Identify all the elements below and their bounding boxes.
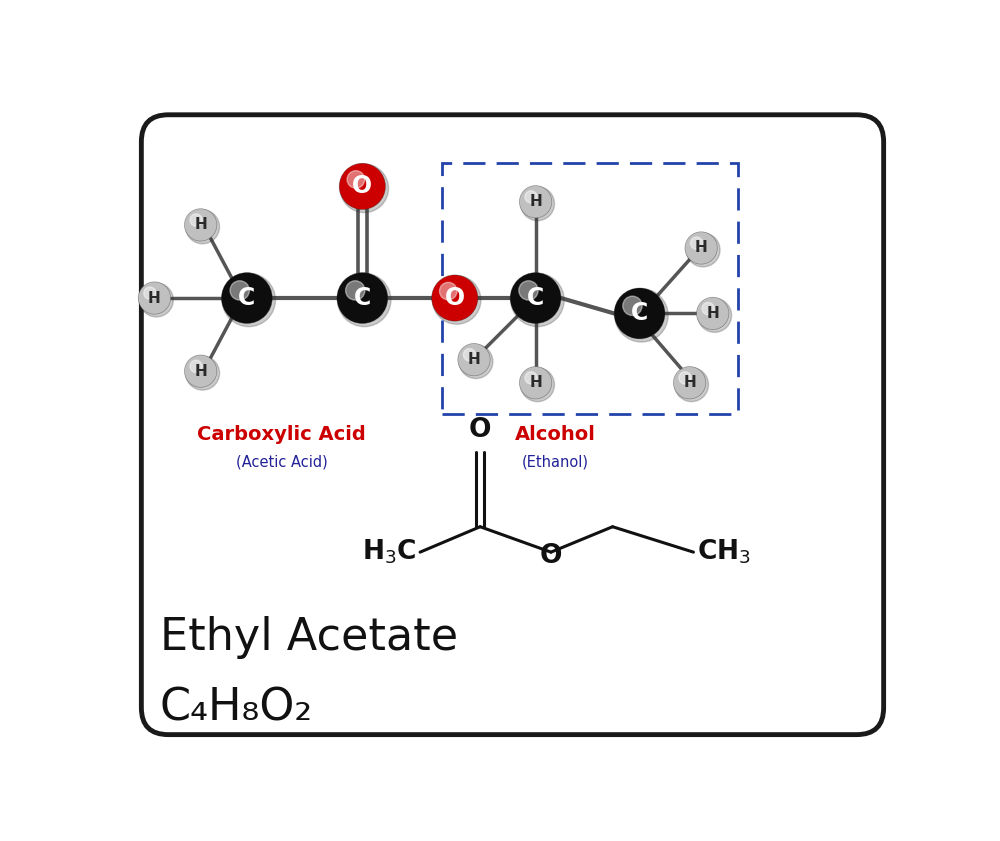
- Circle shape: [432, 275, 478, 321]
- Circle shape: [221, 272, 272, 324]
- Circle shape: [184, 355, 217, 388]
- Circle shape: [519, 367, 552, 399]
- Text: Ethyl Acetate: Ethyl Acetate: [160, 616, 458, 659]
- Circle shape: [222, 273, 275, 326]
- Circle shape: [459, 345, 493, 378]
- Circle shape: [623, 296, 642, 315]
- Text: O: O: [469, 417, 491, 443]
- FancyBboxPatch shape: [141, 114, 884, 735]
- Circle shape: [186, 356, 220, 390]
- Circle shape: [186, 210, 220, 244]
- Circle shape: [184, 209, 217, 241]
- Circle shape: [614, 288, 665, 339]
- Text: CH$_3$: CH$_3$: [697, 538, 751, 566]
- Circle shape: [440, 283, 457, 300]
- Circle shape: [521, 187, 555, 220]
- Text: O: O: [352, 174, 372, 198]
- Text: H: H: [194, 217, 207, 232]
- Text: Alcohol: Alcohol: [514, 425, 595, 444]
- Text: H: H: [148, 290, 161, 305]
- Circle shape: [347, 171, 365, 188]
- Text: H: H: [468, 352, 480, 368]
- Circle shape: [690, 237, 703, 249]
- Circle shape: [144, 287, 156, 299]
- Circle shape: [702, 303, 714, 315]
- Circle shape: [339, 163, 385, 209]
- Circle shape: [698, 299, 732, 332]
- Circle shape: [338, 273, 391, 326]
- Circle shape: [230, 281, 249, 300]
- Text: H$_3$C: H$_3$C: [362, 538, 416, 566]
- Text: H: H: [683, 375, 696, 390]
- Text: H: H: [529, 194, 542, 209]
- Circle shape: [190, 214, 202, 226]
- Circle shape: [697, 297, 729, 330]
- Text: C: C: [527, 286, 544, 310]
- Circle shape: [190, 360, 202, 373]
- Text: H: H: [194, 363, 207, 378]
- Circle shape: [337, 272, 388, 324]
- Circle shape: [615, 288, 668, 342]
- Circle shape: [458, 343, 490, 376]
- Circle shape: [138, 282, 171, 315]
- Circle shape: [685, 232, 717, 264]
- Circle shape: [510, 272, 561, 324]
- Circle shape: [679, 372, 691, 384]
- Circle shape: [432, 276, 481, 325]
- Circle shape: [673, 367, 706, 399]
- Text: Carboxylic Acid: Carboxylic Acid: [197, 425, 366, 444]
- Text: (Acetic Acid): (Acetic Acid): [236, 454, 327, 469]
- Circle shape: [511, 273, 564, 326]
- Text: O: O: [445, 286, 465, 310]
- Text: C: C: [354, 286, 371, 310]
- Circle shape: [139, 283, 173, 317]
- Circle shape: [340, 164, 389, 213]
- Text: C₄H₈O₂: C₄H₈O₂: [160, 687, 313, 730]
- Text: C: C: [631, 301, 648, 325]
- Text: H: H: [706, 306, 719, 321]
- Circle shape: [519, 186, 552, 218]
- Text: C: C: [238, 286, 255, 310]
- Circle shape: [519, 281, 538, 300]
- Circle shape: [525, 372, 537, 384]
- Circle shape: [675, 368, 709, 402]
- Circle shape: [346, 281, 365, 300]
- Circle shape: [463, 349, 476, 361]
- Text: (Ethanol): (Ethanol): [521, 454, 588, 469]
- Circle shape: [686, 233, 720, 267]
- Text: O: O: [540, 543, 562, 569]
- Circle shape: [525, 191, 537, 203]
- Circle shape: [521, 368, 555, 402]
- Text: H: H: [529, 375, 542, 390]
- Text: H: H: [695, 241, 708, 256]
